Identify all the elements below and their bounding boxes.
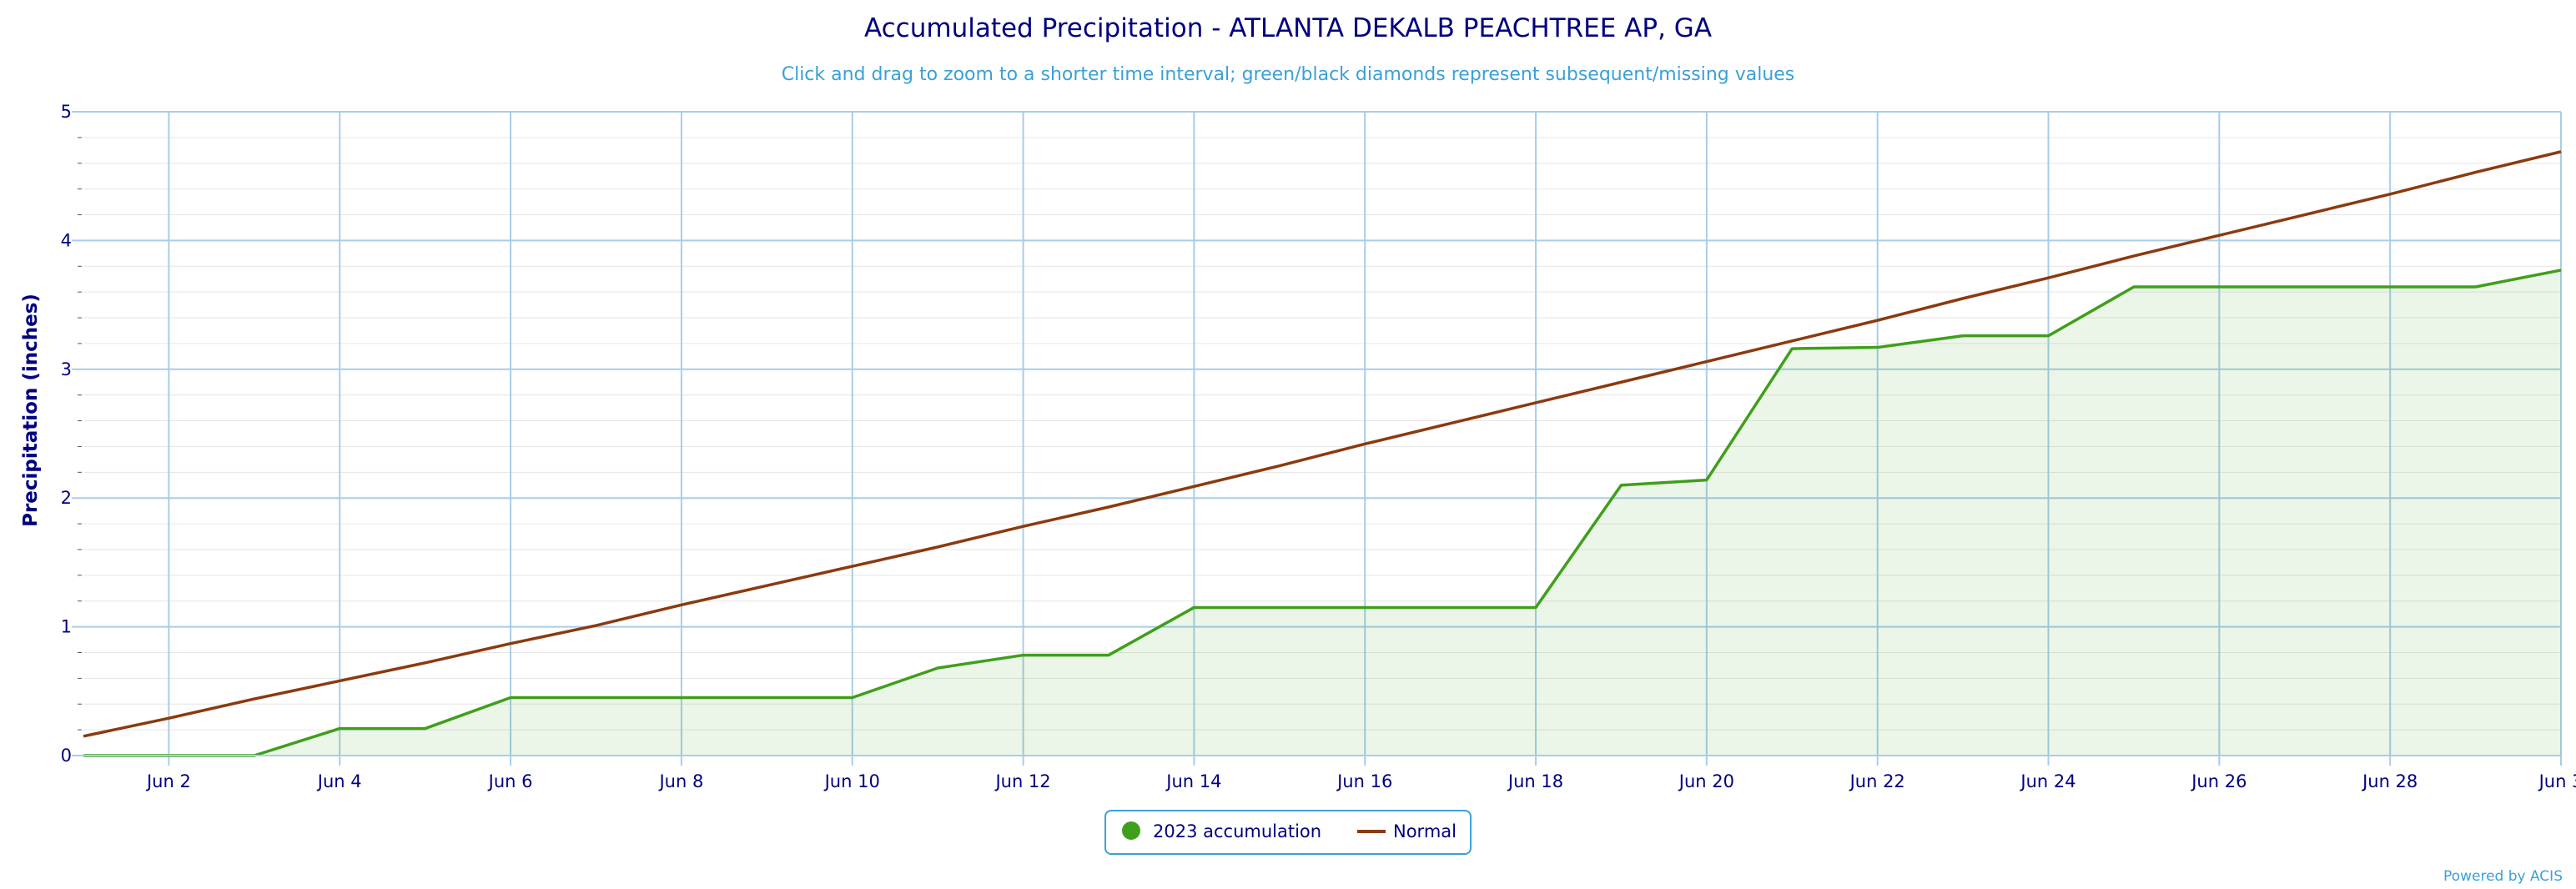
normal-point (2131, 254, 2136, 259)
accumulation-point (1789, 346, 1794, 351)
normal-point (1875, 318, 1880, 323)
x-tick-label: Jun 14 (1165, 771, 1221, 791)
normal-point (1277, 464, 1282, 469)
legend-item-normal[interactable]: Normal (1357, 821, 1457, 841)
accumulation-point (2473, 284, 2478, 289)
normal-point (1789, 339, 1794, 344)
powered-by-credit[interactable]: Powered by ACIS (2443, 868, 2563, 885)
chart-title: Accumulated Precipitation - ATLANTA DEKA… (864, 13, 1712, 43)
normal-point (166, 716, 171, 721)
y-tick-label: 4 (61, 230, 72, 250)
accumulation-point (679, 696, 684, 701)
accumulation-point (1533, 605, 1538, 610)
accumulation-point (1191, 605, 1196, 610)
accumulation-point (764, 696, 769, 701)
minor-gridlines (83, 137, 2561, 731)
accumulation-point (1106, 653, 1111, 658)
normal-point (935, 545, 940, 550)
legend-box (1104, 810, 1472, 855)
accumulation-point (508, 696, 513, 701)
accumulation-point (935, 665, 940, 671)
legend: 2023 accumulation Normal (1104, 810, 1472, 855)
normal-point (508, 641, 513, 646)
accumulation-point (337, 726, 342, 731)
x-tick-label: Jun 20 (1678, 771, 1734, 791)
y-tick-label: 1 (61, 617, 72, 637)
accumulation-point (593, 696, 598, 701)
y-axis-title: Precipitation (inches) (20, 294, 42, 527)
accumulation-point (2046, 334, 2051, 339)
x-tick-label: Jun 8 (657, 771, 703, 791)
normal-point (1704, 359, 1709, 364)
normal-point (1021, 524, 1026, 529)
x-tick-label: Jun 10 (823, 771, 880, 791)
accumulation-area-fill (83, 269, 2561, 756)
x-tick-label: Jun 6 (487, 771, 533, 791)
normal-point (1448, 421, 1453, 426)
normal-point (81, 734, 86, 739)
y-tick-label: 3 (61, 359, 72, 379)
accumulation-point (1960, 334, 1965, 339)
normal-point (850, 564, 855, 569)
x-tick-label: Jun 3 (2538, 771, 2576, 791)
normal-point (1191, 484, 1196, 489)
x-tick-label: Jun 12 (994, 771, 1050, 791)
legend-accumulation-marker (1122, 821, 1140, 840)
normal-point (337, 678, 342, 683)
accumulation-point (2216, 284, 2221, 289)
x-tick-label: Jun 26 (2190, 771, 2246, 791)
normal-series-line (83, 150, 2562, 738)
accumulation-point (1704, 478, 1709, 483)
legend-normal-label: Normal (1393, 821, 1457, 841)
accumulation-point (2558, 268, 2563, 273)
normal-point (423, 660, 428, 665)
normal-point (593, 623, 598, 628)
accumulation-series-line (83, 269, 2562, 757)
chart-subtitle: Click and drag to zoom to a shorter time… (782, 64, 1795, 85)
x-tick-label: Jun 4 (316, 771, 362, 791)
normal-point (2387, 192, 2392, 197)
normal-point (1618, 379, 1623, 384)
normal-point (2473, 170, 2478, 175)
accumulation-point (850, 696, 855, 701)
normal-point (1533, 400, 1538, 405)
normal-point (2216, 233, 2221, 238)
series-layer (81, 149, 2563, 757)
y-axis: 0 1 2 3 4 5 (61, 102, 72, 766)
normal-point (2046, 275, 2051, 280)
legend-item-accumulation[interactable]: 2023 accumulation (1122, 821, 1321, 841)
legend-accumulation-label: 2023 accumulation (1153, 821, 1321, 841)
normal-point (764, 583, 769, 588)
x-tick-label: Jun 24 (2019, 771, 2075, 791)
normal-point (2558, 149, 2563, 154)
accumulation-point (2131, 284, 2136, 289)
accumulation-point (1021, 653, 1026, 658)
accumulation-point (1277, 605, 1282, 610)
accumulation-point (1875, 345, 1880, 350)
accumulation-point (1362, 605, 1367, 610)
accumulation-point (2387, 284, 2392, 289)
normal-point (1106, 505, 1111, 510)
plot-area[interactable] (72, 111, 2563, 766)
normal-point (252, 696, 257, 701)
accumulation-point (423, 726, 428, 731)
accumulation-point (1618, 483, 1623, 488)
x-tick-label: Jun 18 (1507, 771, 1563, 791)
y-minor-tick-marks (78, 137, 82, 731)
accumulation-point (1448, 605, 1453, 610)
normal-point (679, 602, 684, 607)
normal-point (2302, 213, 2307, 218)
normal-point (1362, 441, 1367, 446)
y-tick-label: 2 (61, 488, 72, 508)
accumulation-point (2302, 284, 2307, 289)
normal-point (1960, 296, 1965, 301)
x-tick-label: Jun 16 (1336, 771, 1392, 791)
x-tick-label: Jun 22 (1849, 771, 1905, 791)
y-tick-label: 5 (61, 102, 72, 122)
y-tick-label: 0 (61, 746, 72, 766)
x-axis: Jun 2 Jun 4 Jun 6 Jun 8 Jun 10 Jun 12 Jun 14 Ju… (83, 755, 2576, 791)
x-tick-label: Jun 2 (145, 771, 191, 791)
x-tick-label: Jun 28 (2361, 771, 2418, 791)
